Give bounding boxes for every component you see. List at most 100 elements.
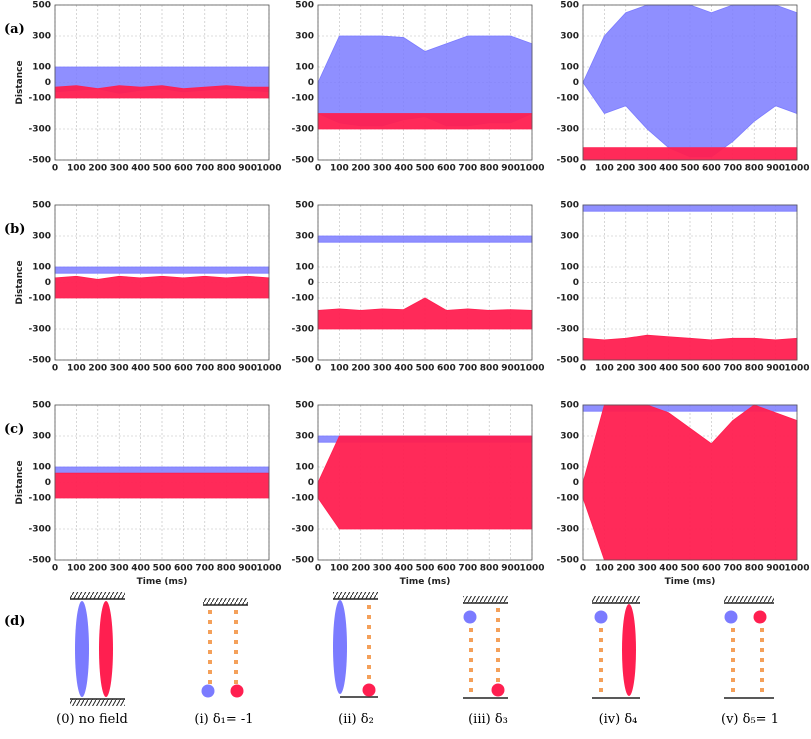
x-tick-label: 100 [330, 364, 349, 374]
x-tick-label: 1000 [784, 364, 809, 374]
band [582, 204, 798, 212]
caption: (i) δ₁= -1 [194, 712, 253, 727]
x-tick-label: 300 [373, 564, 392, 574]
plot-frame [317, 204, 533, 361]
x-tick-label: 700 [458, 164, 477, 174]
x-tick-label: 0 [580, 164, 586, 174]
y-tick-label: 100 [295, 63, 314, 73]
y-tick-label: 100 [560, 263, 579, 273]
x-tick-label: 500 [153, 164, 172, 174]
band [54, 85, 270, 99]
y-tick-label: -100 [291, 94, 314, 104]
x-tick-label: 600 [174, 164, 193, 174]
x-axis-label: Time (ms) [665, 577, 716, 587]
x-tick-label: 1000 [256, 564, 281, 574]
band [317, 435, 533, 530]
y-tick-label: 0 [45, 278, 51, 288]
x-tick-label: 0 [52, 564, 58, 574]
row-label: (a) [4, 22, 25, 37]
y-tick-label: 300 [32, 232, 51, 242]
x-tick-label: 0 [580, 364, 586, 374]
y-tick-label: -100 [28, 494, 51, 504]
plot-frame [582, 4, 798, 161]
x-tick-label: 100 [595, 564, 614, 574]
plot-frame [582, 404, 798, 561]
y-tick-label: 300 [32, 432, 51, 442]
y-tick-label: -100 [556, 94, 579, 104]
x-tick-label: 300 [638, 564, 657, 574]
y-tick-label: -500 [291, 556, 314, 566]
plot-frame [317, 4, 533, 161]
x-tick-label: 500 [416, 164, 435, 174]
x-tick-label: 900 [766, 564, 785, 574]
y-tick-label: -100 [28, 294, 51, 304]
x-tick-label: 300 [373, 364, 392, 374]
y-tick-label: -100 [556, 494, 579, 504]
y-tick-label: 0 [308, 78, 314, 88]
y-tick-label: -300 [556, 125, 579, 135]
x-tick-label: 600 [437, 564, 456, 574]
x-tick-label: 400 [659, 564, 678, 574]
x-tick-label: 0 [52, 164, 58, 174]
x-tick-label: 100 [595, 364, 614, 374]
x-tick-label: 1000 [784, 164, 809, 174]
x-tick-label: 600 [702, 364, 721, 374]
x-tick-label: 200 [88, 164, 107, 174]
y-tick-label: -100 [291, 294, 314, 304]
x-tick-label: 1000 [256, 164, 281, 174]
x-tick-label: 900 [238, 164, 257, 174]
y-tick-label: -500 [556, 556, 579, 566]
x-tick-label: 0 [315, 564, 321, 574]
x-tick-label: 200 [88, 364, 107, 374]
x-tick-label: 700 [458, 564, 477, 574]
x-tick-label: 300 [638, 164, 657, 174]
x-tick-label: 400 [131, 364, 150, 374]
plot-frame [54, 204, 270, 361]
band [582, 404, 798, 561]
y-tick-label: 500 [32, 401, 51, 411]
y-tick-label: 300 [560, 32, 579, 42]
x-tick-label: 200 [88, 564, 107, 574]
y-tick-label: -300 [28, 325, 51, 335]
x-tick-label: 200 [616, 564, 635, 574]
x-tick-label: 900 [238, 364, 257, 374]
x-tick-label: 200 [351, 164, 370, 174]
x-tick-label: 900 [501, 564, 520, 574]
band [54, 266, 270, 274]
x-tick-label: 400 [394, 364, 413, 374]
x-axis-label: Time (ms) [137, 577, 188, 587]
band [54, 275, 270, 299]
x-tick-label: 500 [681, 364, 700, 374]
y-tick-label: 300 [32, 32, 51, 42]
band [582, 147, 798, 161]
y-axis-label: Distance [15, 460, 25, 504]
plot-frame [54, 404, 270, 561]
y-tick-label: 0 [308, 478, 314, 488]
x-tick-label: 400 [131, 164, 150, 174]
band [582, 4, 798, 158]
x-tick-label: 300 [638, 364, 657, 374]
x-tick-label: 500 [681, 164, 700, 174]
y-tick-label: 300 [295, 232, 314, 242]
y-tick-label: 0 [573, 478, 579, 488]
x-tick-label: 600 [702, 164, 721, 174]
x-tick-label: 900 [766, 164, 785, 174]
x-tick-label: 400 [394, 564, 413, 574]
y-tick-label: -100 [28, 94, 51, 104]
x-tick-label: 800 [745, 564, 764, 574]
x-tick-label: 300 [110, 364, 129, 374]
y-tick-label: 0 [573, 78, 579, 88]
band [317, 113, 533, 130]
x-tick-label: 100 [330, 164, 349, 174]
x-tick-label: 300 [110, 164, 129, 174]
y-tick-label: -300 [291, 525, 314, 535]
x-tick-label: 700 [723, 164, 742, 174]
y-tick-label: 100 [32, 63, 51, 73]
row-label: (d) [4, 614, 25, 629]
band [317, 297, 533, 330]
